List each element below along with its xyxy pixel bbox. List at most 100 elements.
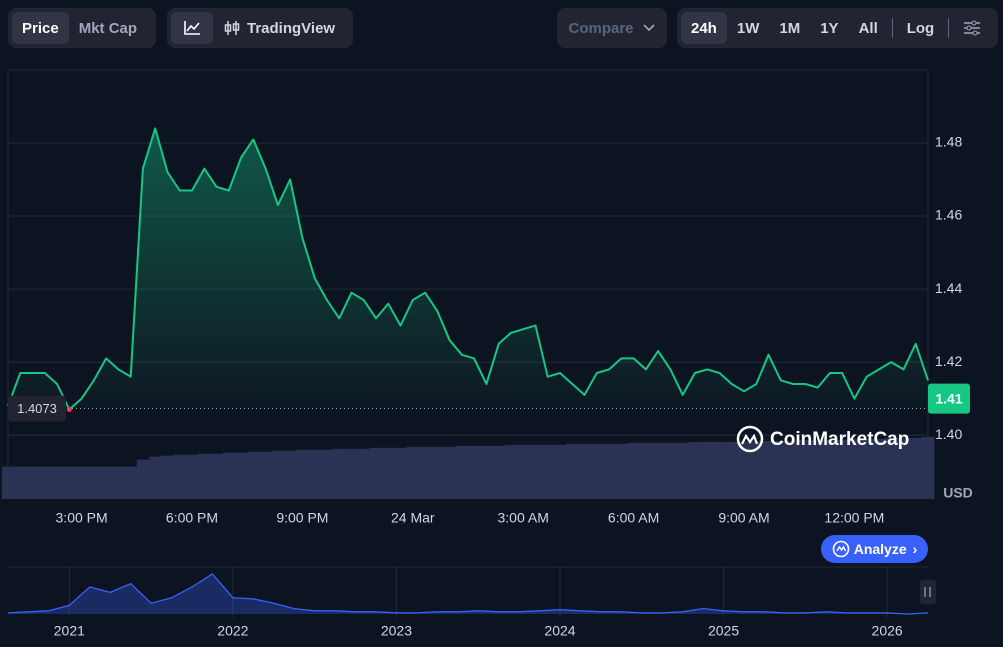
volume-bar bbox=[284, 450, 297, 499]
y-tick-label: 1.40 bbox=[935, 426, 962, 442]
watermark-text: CoinMarketCap bbox=[770, 429, 909, 450]
line-icon bbox=[184, 21, 200, 35]
volume-bar bbox=[897, 437, 910, 499]
range-1y[interactable]: 1Y bbox=[820, 19, 839, 37]
volume-bar bbox=[198, 453, 211, 499]
range-24h[interactable]: 24h bbox=[681, 12, 727, 44]
volume-bar bbox=[222, 452, 236, 499]
volume-bar bbox=[664, 442, 677, 499]
volume-bar bbox=[492, 445, 506, 499]
nav-year-label: 2026 bbox=[872, 623, 903, 639]
volume-bar bbox=[394, 447, 407, 499]
range-tabs: 24h 1W 1M 1Y All Log bbox=[677, 8, 998, 48]
price-line bbox=[7, 127, 929, 411]
volume-bar bbox=[247, 451, 260, 499]
current-price-tag bbox=[928, 383, 970, 414]
view-tabs: TradingView bbox=[167, 8, 353, 48]
range-1w[interactable]: 1W bbox=[736, 19, 760, 37]
volume-bar bbox=[455, 445, 469, 499]
nav-area bbox=[8, 574, 928, 614]
volume-bar bbox=[259, 451, 273, 499]
x-tick-label: 9:00 AM bbox=[718, 510, 769, 526]
metric-tabs: Price Mkt Cap bbox=[8, 8, 156, 48]
chevron: › bbox=[912, 541, 918, 557]
volume-bar bbox=[774, 440, 788, 499]
volume-bar bbox=[553, 444, 567, 499]
log-toggle[interactable]: Log bbox=[906, 19, 935, 37]
analyze-icon bbox=[832, 540, 850, 558]
volume-bar bbox=[725, 441, 739, 499]
analyze-button[interactable]: Analyze › bbox=[821, 535, 928, 563]
price-area bbox=[8, 128, 928, 410]
tradingview-view[interactable]: TradingView bbox=[213, 12, 345, 44]
settings[interactable] bbox=[953, 12, 991, 44]
volume-bar bbox=[234, 452, 248, 499]
settings-icon bbox=[964, 20, 981, 36]
nav-year-label: 2023 bbox=[381, 623, 412, 639]
volume-bar bbox=[737, 441, 751, 499]
analyze-label: Analyze bbox=[853, 541, 907, 557]
volume-bar bbox=[541, 444, 555, 499]
volume-bar bbox=[185, 454, 199, 499]
volume-bar bbox=[38, 466, 52, 499]
volume-bar bbox=[701, 441, 714, 499]
compare-label: Compare bbox=[568, 19, 634, 37]
volume-bar bbox=[75, 466, 89, 499]
volume-bar bbox=[480, 445, 493, 499]
x-tick-label: 12:00 PM bbox=[824, 510, 884, 526]
volume-bar bbox=[750, 440, 763, 499]
nav-handle[interactable] bbox=[920, 580, 936, 604]
compare-select[interactable]: Compare bbox=[557, 8, 667, 48]
separator bbox=[891, 18, 893, 38]
tab-price[interactable]: Price bbox=[12, 12, 69, 44]
volume-bar bbox=[639, 442, 653, 499]
x-tick-label: 3:00 AM bbox=[498, 510, 549, 526]
line-view[interactable] bbox=[171, 12, 213, 44]
nav-year-label: 2025 bbox=[708, 623, 739, 639]
volume-bar bbox=[627, 442, 641, 499]
volume-bar bbox=[431, 446, 444, 499]
range-1m[interactable]: 1M bbox=[779, 19, 801, 37]
x-tick-label: 24 Mar bbox=[391, 510, 435, 526]
volume-bar bbox=[173, 454, 187, 499]
range-all[interactable]: All bbox=[858, 19, 878, 37]
open-price-badge bbox=[8, 395, 66, 422]
volume-bar bbox=[860, 438, 874, 499]
volume-bar bbox=[271, 450, 285, 499]
volume-bar bbox=[713, 441, 726, 499]
volume-bar bbox=[161, 455, 174, 499]
x-tick-label: 6:00 AM bbox=[608, 510, 659, 526]
volume-bar bbox=[418, 446, 432, 499]
x-tick-label: 9:00 PM bbox=[276, 510, 328, 526]
volume-bar bbox=[443, 446, 457, 499]
volume-bar bbox=[566, 443, 579, 499]
volume-bar bbox=[590, 443, 604, 499]
nav-year-label: 2022 bbox=[217, 623, 248, 639]
volume-bar bbox=[921, 437, 935, 499]
open-price-label: 1.4073 bbox=[17, 401, 57, 416]
y-tick-label: 1.48 bbox=[935, 134, 962, 150]
nav-year-label: 2024 bbox=[544, 623, 575, 639]
volume-bar bbox=[578, 443, 591, 499]
volume-bar bbox=[333, 448, 346, 499]
volume-bar bbox=[762, 440, 775, 499]
tradingview-label: TradingView bbox=[247, 19, 336, 37]
candle-icon bbox=[224, 21, 240, 35]
volume-bar bbox=[786, 440, 800, 499]
volume-bar bbox=[308, 449, 322, 499]
volume-bar bbox=[688, 441, 702, 499]
current-price-label: 1.41 bbox=[935, 390, 962, 406]
volume-bar bbox=[357, 448, 371, 499]
volume-bar bbox=[811, 439, 825, 499]
volume-bar bbox=[529, 444, 542, 499]
volume-bar bbox=[382, 447, 395, 499]
tab-mkt-cap[interactable]: Mkt Cap bbox=[78, 19, 138, 37]
volume-bar bbox=[504, 444, 518, 499]
volume-bar bbox=[100, 466, 113, 499]
volume-bar bbox=[406, 446, 420, 499]
volume-bar bbox=[369, 447, 383, 499]
volume-bar bbox=[14, 466, 27, 499]
volume-bar bbox=[26, 466, 39, 499]
volume-bar bbox=[345, 448, 358, 499]
volume-bar bbox=[63, 466, 76, 499]
